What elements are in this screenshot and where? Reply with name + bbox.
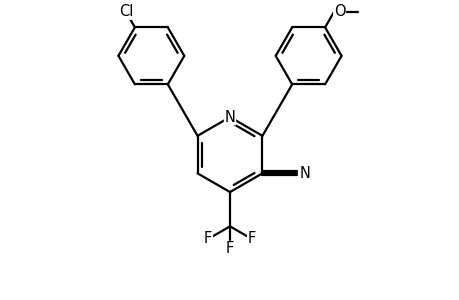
Text: O: O — [333, 4, 345, 19]
Text: N: N — [299, 166, 310, 181]
Text: F: F — [247, 231, 255, 246]
Text: F: F — [225, 242, 234, 256]
Text: Cl: Cl — [118, 4, 133, 19]
Text: F: F — [204, 231, 212, 246]
Text: N: N — [224, 110, 235, 124]
